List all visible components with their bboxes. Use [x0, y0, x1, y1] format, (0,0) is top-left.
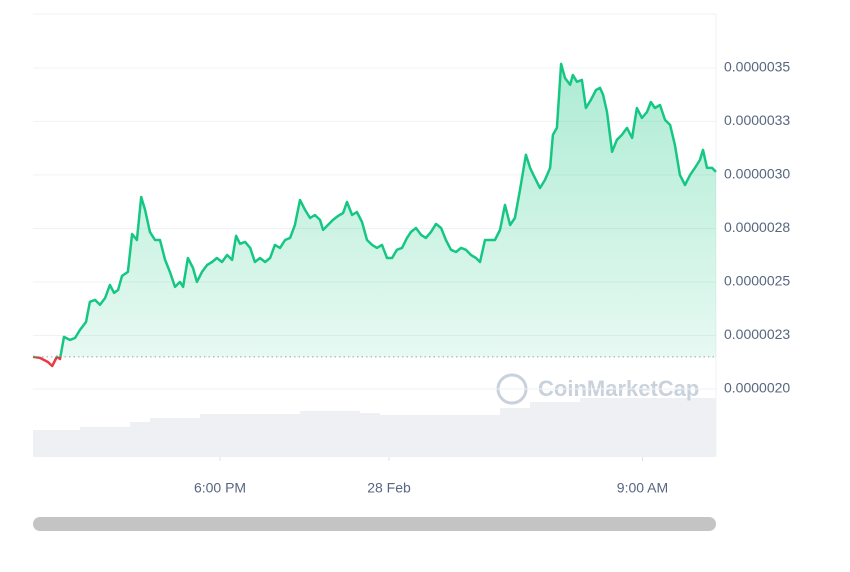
x-tick-label: 9:00 AM: [617, 480, 668, 496]
price-area: [33, 63, 716, 357]
y-tick-label: 0.0000033: [724, 112, 790, 128]
y-tick-label: 0.0000025: [724, 273, 790, 289]
scrollbar[interactable]: [33, 517, 716, 531]
y-tick-label: 0.0000020: [724, 380, 790, 396]
y-tick-label: 0.0000023: [724, 326, 790, 342]
x-tick-label: 6:00 PM: [194, 480, 246, 496]
y-tick-label: 0.0000028: [724, 219, 790, 235]
y-tick-label: 0.0000030: [724, 166, 790, 182]
watermark-text: CoinMarketCap: [538, 376, 699, 401]
price-line: [32, 62, 717, 357]
volume-area: [33, 398, 716, 457]
watermark: CoinMarketCap: [496, 373, 699, 405]
x-tick-label: 28 Feb: [367, 480, 411, 496]
y-tick-label: 0.0000035: [724, 59, 790, 75]
